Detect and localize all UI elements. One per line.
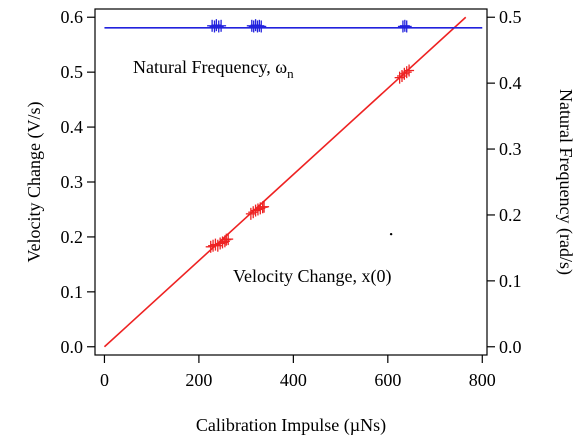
y-right-tick-label: 0.3 (499, 139, 522, 159)
y-right-tick-label: 0.1 (499, 271, 522, 291)
y-left-tick-label: 0.5 (61, 62, 84, 82)
velocity-data-point (252, 203, 263, 216)
y-left-tick-label: 0.1 (61, 282, 84, 302)
y-axis-left-title: Velocity Change (V/s) (24, 102, 45, 263)
x-axis-title: Calibration Impulse (µNs) (196, 415, 386, 436)
velocity-data-point (399, 67, 410, 80)
velocity-data-point (259, 200, 270, 213)
y-left-tick-label: 0.0 (61, 337, 84, 357)
velocity-data-point (205, 240, 216, 253)
frequency-data-point (254, 19, 265, 32)
frequency-data-point (216, 19, 227, 32)
frequency-data-point (399, 19, 410, 32)
plot-layer (103, 16, 483, 348)
natural-frequency-label: Natural Frequency, ωn (133, 57, 294, 81)
y-right-tick-label: 0.0 (499, 337, 522, 357)
x-tick-label: 800 (469, 370, 496, 390)
velocity-data-point (223, 233, 234, 246)
x-axis: 0 200 400 600 800 (100, 355, 496, 390)
y-axis-left: 0.0 0.1 0.2 0.3 0.4 0.5 0.6 (61, 7, 95, 357)
velocity-data-point (248, 206, 259, 219)
velocity-data-point (212, 239, 223, 252)
y-left-tick-label: 0.2 (61, 227, 84, 247)
frequency-data-point (401, 20, 412, 33)
frequency-data-point (213, 20, 224, 33)
y-left-tick-label: 0.6 (61, 7, 84, 27)
frequency-data-point (211, 19, 222, 32)
x-tick-label: 200 (185, 370, 212, 390)
y-axis-right: 0.0 0.1 0.2 0.3 0.4 0.5 (487, 7, 522, 357)
velocity-change-label: Velocity Change, x(0) (233, 266, 391, 287)
x-tick-label: 400 (280, 370, 307, 390)
y-right-tick-label: 0.2 (499, 205, 522, 225)
frequency-data-point (256, 20, 267, 33)
y-left-tick-label: 0.4 (61, 117, 84, 137)
velocity-data-point (215, 237, 226, 250)
y-right-tick-label: 0.5 (499, 7, 522, 27)
y-axis-right-title: Natural Frequency (rad/s) (555, 89, 576, 275)
y-right-tick-label: 0.4 (499, 73, 522, 93)
x-tick-label: 0 (100, 370, 109, 390)
velocity-data-point (404, 64, 415, 77)
y-left-tick-label: 0.3 (61, 172, 84, 192)
frequency-data-point (207, 19, 218, 32)
velocity-data-point (210, 238, 221, 251)
velocity-data-point (245, 207, 256, 220)
x-tick-label: 600 (374, 370, 401, 390)
velocity-data-point (401, 66, 412, 79)
stray-point (389, 232, 393, 236)
velocity-data-point (250, 204, 261, 217)
